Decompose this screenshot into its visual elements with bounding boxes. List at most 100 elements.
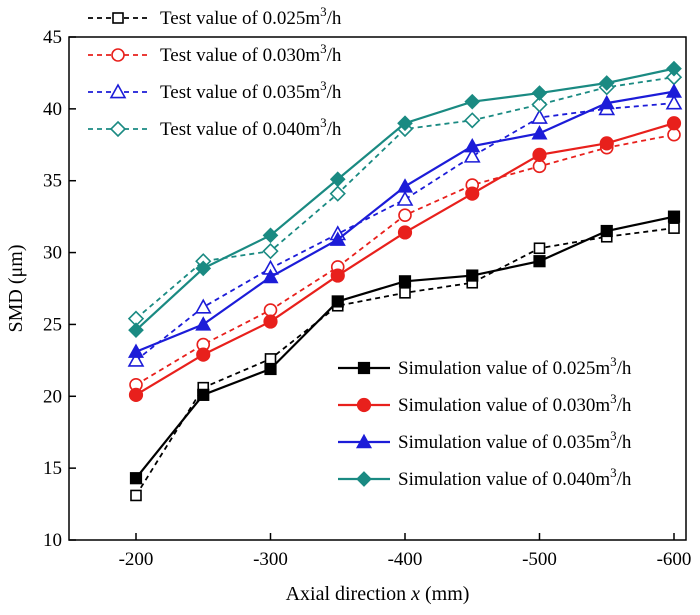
data-point <box>195 316 212 331</box>
legend-label-main: Simulation value of 0.025m <box>398 358 610 379</box>
legend-label: Simulation value of 0.035m3/h <box>398 428 632 453</box>
legend-label-main: Test value of 0.030m <box>160 45 320 66</box>
y-axis-title: SMD (μm) <box>5 245 27 333</box>
data-point <box>263 314 278 329</box>
x-tick-label: -200 <box>119 549 154 570</box>
data-point <box>329 185 346 202</box>
data-point <box>598 75 615 91</box>
y-tick-label: 45 <box>43 27 62 48</box>
series-test-1 <box>129 127 681 392</box>
data-point <box>398 275 412 288</box>
legend-item: Simulation value of 0.035m3/h <box>338 428 632 453</box>
x-axis-title-prefix: Axial direction <box>286 583 412 605</box>
legend-label-unit: /h <box>327 45 342 66</box>
legend-label-sup: 3 <box>320 4 327 19</box>
data-point <box>465 186 480 201</box>
data-point <box>464 137 481 153</box>
data-point <box>399 287 411 299</box>
data-point <box>264 353 277 365</box>
data-point <box>531 85 548 101</box>
data-point <box>197 388 210 401</box>
series-sim-7 <box>128 60 682 339</box>
data-point <box>194 298 212 314</box>
series <box>127 60 683 502</box>
data-point <box>262 243 279 260</box>
legend-label: Test value of 0.025m3/h <box>160 4 342 29</box>
legend-label-main: Simulation value of 0.030m <box>398 395 610 416</box>
legend-label-main: Test value of 0.025m <box>160 8 320 29</box>
legend-marker <box>356 471 372 487</box>
legend-item: Simulation value of 0.040m3/h <box>338 465 632 490</box>
x-tick-label: -300 <box>253 549 288 570</box>
data-point <box>665 94 683 110</box>
y-tick-label: 35 <box>43 171 62 192</box>
data-point <box>396 178 414 193</box>
legend-label-unit: /h <box>617 395 632 416</box>
x-tick-label: -600 <box>657 549 692 570</box>
legend-label-sup: 3 <box>610 354 617 369</box>
x-axis-title: Axial direction x (mm) <box>286 583 470 605</box>
legend-label-unit: /h <box>327 82 342 103</box>
legend-label-unit: /h <box>617 432 632 453</box>
legend-label-main: Test value of 0.040m <box>160 119 320 140</box>
legend-label: Test value of 0.030m3/h <box>160 41 342 66</box>
data-point <box>331 295 344 308</box>
legend-label: Simulation value of 0.040m3/h <box>398 465 632 490</box>
data-point <box>263 303 278 317</box>
plot-frame <box>68 36 687 541</box>
x-axis-title-var: x <box>410 583 420 605</box>
data-point <box>466 269 479 282</box>
legend-label: Simulation value of 0.030m3/h <box>398 391 632 416</box>
legend-label-sup: 3 <box>320 115 327 130</box>
legend-label: Simulation value of 0.025m3/h <box>398 354 632 379</box>
axes <box>68 36 687 541</box>
data-point <box>667 210 681 223</box>
series-sim-5 <box>128 116 682 402</box>
legend-label: Test value of 0.035m3/h <box>160 78 342 103</box>
legend-marker <box>356 397 372 413</box>
series-sim-4 <box>129 210 681 485</box>
data-point <box>264 362 277 376</box>
legend-label-unit: /h <box>327 8 342 29</box>
data-point <box>463 147 481 163</box>
legend-label-sup: 3 <box>610 465 617 480</box>
data-point <box>397 225 413 240</box>
x-axis-title-suffix: (mm) <box>420 583 469 605</box>
data-point <box>464 93 481 110</box>
data-point <box>600 224 613 238</box>
legend-label: Test value of 0.040m3/h <box>160 115 342 140</box>
data-point <box>464 112 481 129</box>
legend-item: Test value of 0.025m3/h <box>88 4 342 29</box>
x-tick-label: -500 <box>522 549 557 570</box>
legend-marker <box>112 12 124 24</box>
data-point <box>397 115 413 132</box>
data-point <box>330 268 345 283</box>
legend-label-unit: /h <box>617 358 632 379</box>
legend-label-main: Simulation value of 0.035m <box>398 432 610 453</box>
legend-label-unit: /h <box>617 469 632 490</box>
legend-marker <box>109 83 127 99</box>
y-tick-label: 20 <box>43 386 62 407</box>
legend-label-sup: 3 <box>610 428 617 443</box>
data-point <box>533 242 546 255</box>
legend-item: Simulation value of 0.025m3/h <box>338 354 632 379</box>
legend-item: Test value of 0.040m3/h <box>88 115 342 140</box>
data-point <box>599 136 614 151</box>
legend-item: Test value of 0.035m3/h <box>88 78 342 103</box>
x-tick-label: -400 <box>388 549 423 570</box>
data-point <box>262 268 279 284</box>
data-point <box>396 190 414 206</box>
data-point <box>329 171 346 188</box>
data-point <box>532 159 547 174</box>
data-point <box>531 96 548 113</box>
data-point <box>666 116 682 131</box>
y-tick-label: 25 <box>43 314 62 335</box>
data-point <box>531 108 548 124</box>
data-point <box>398 208 412 223</box>
y-tick-label: 30 <box>43 243 62 264</box>
ticks: -200 -300 -400 -500 -600 10 15 20 25 30 35 40 45 <box>43 27 691 570</box>
data-point <box>329 231 346 246</box>
